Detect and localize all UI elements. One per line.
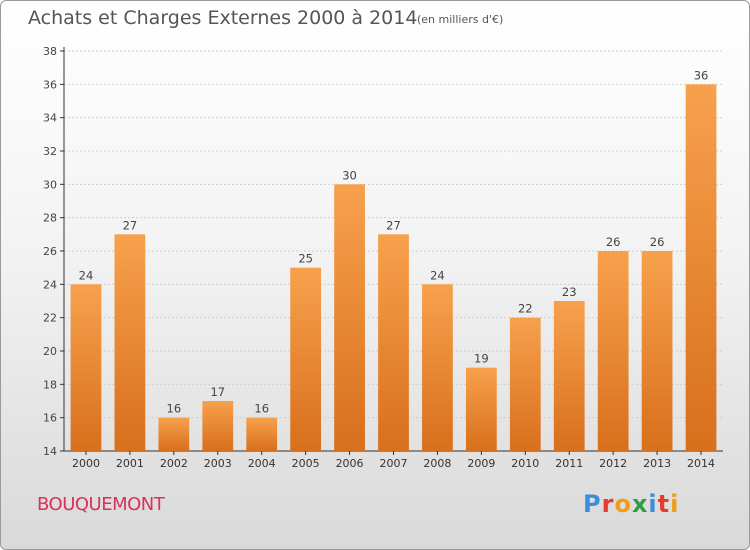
- data-label-2011: 23: [562, 285, 577, 299]
- logo-letter: x: [631, 490, 649, 518]
- data-label-2009: 19: [474, 352, 489, 366]
- x-tick-label: 2002: [160, 457, 188, 470]
- y-tick-label: 38: [43, 45, 57, 58]
- y-tick-label: 36: [43, 78, 57, 91]
- x-tick-label: 2013: [643, 457, 671, 470]
- x-tick-label: 2006: [336, 457, 364, 470]
- data-label-2001: 27: [123, 218, 138, 232]
- data-label-2000: 24: [79, 268, 94, 282]
- commune-name: BOUQUEMONT: [37, 494, 165, 515]
- y-tick-label: 28: [43, 212, 57, 225]
- logo-letter: t: [657, 490, 671, 518]
- logo-letter: o: [614, 490, 632, 518]
- bar-2000: [70, 284, 102, 451]
- y-tick-label: 14: [43, 445, 57, 458]
- chart-subtitle: (en milliers d'€): [417, 13, 504, 26]
- x-tick-label: 2001: [116, 457, 144, 470]
- data-label-2002: 16: [167, 402, 182, 416]
- x-tick-label: 2014: [687, 457, 715, 470]
- x-tick-label: 2000: [72, 457, 100, 470]
- x-tick-label: 2012: [599, 457, 627, 470]
- bar-2008: [422, 284, 453, 451]
- bar-2006: [334, 184, 365, 452]
- data-label-2006: 30: [342, 168, 357, 182]
- data-label-2007: 27: [386, 218, 401, 232]
- data-label-2003: 17: [210, 385, 225, 399]
- y-tick-label: 18: [43, 378, 57, 391]
- x-tick-label: 2008: [423, 457, 451, 470]
- bar-2001: [114, 234, 146, 451]
- x-tick-label: 2010: [511, 457, 539, 470]
- data-label-2014: 36: [694, 68, 709, 82]
- bar-2010: [509, 317, 541, 451]
- data-label-2008: 24: [430, 268, 445, 282]
- x-tick-label: 2004: [248, 457, 276, 470]
- y-tick-label: 26: [43, 245, 57, 258]
- logo-letter: i: [648, 490, 658, 518]
- data-label-2010: 22: [518, 302, 533, 316]
- bar-2004: [246, 417, 278, 451]
- bar-2003: [202, 401, 234, 451]
- y-tick-label: 24: [43, 278, 57, 291]
- data-label-2013: 26: [650, 235, 665, 249]
- x-tick-label: 2009: [467, 457, 495, 470]
- logo-letter: i: [670, 490, 680, 518]
- bar-2014: [685, 84, 717, 451]
- y-tick-label: 20: [43, 345, 57, 358]
- data-label-2005: 25: [298, 252, 313, 266]
- logo-letter: r: [601, 490, 615, 518]
- bar-2002: [158, 417, 190, 451]
- data-label-2012: 26: [606, 235, 621, 249]
- bar-2013: [641, 251, 673, 451]
- bar-2005: [290, 267, 322, 451]
- chart-title: Achats et Charges Externes 2000 à 2014: [28, 7, 418, 29]
- bar-2007: [378, 234, 409, 451]
- y-tick-label: 30: [43, 178, 57, 191]
- bar-2012: [597, 251, 629, 451]
- y-tick-label: 34: [43, 112, 57, 125]
- proxiti-logo: Proxiti: [583, 490, 679, 518]
- y-tick-label: 16: [43, 412, 57, 425]
- x-tick-label: 2003: [204, 457, 232, 470]
- x-tick-label: 2011: [555, 457, 583, 470]
- logo-letter: P: [583, 490, 602, 518]
- x-tick-label: 2007: [380, 457, 408, 470]
- x-tick-label: 2005: [292, 457, 320, 470]
- bar-2009: [465, 367, 497, 451]
- y-tick-label: 32: [43, 145, 57, 158]
- y-tick-label: 22: [43, 312, 57, 325]
- data-label-2004: 16: [254, 402, 269, 416]
- bar-2011: [553, 301, 585, 451]
